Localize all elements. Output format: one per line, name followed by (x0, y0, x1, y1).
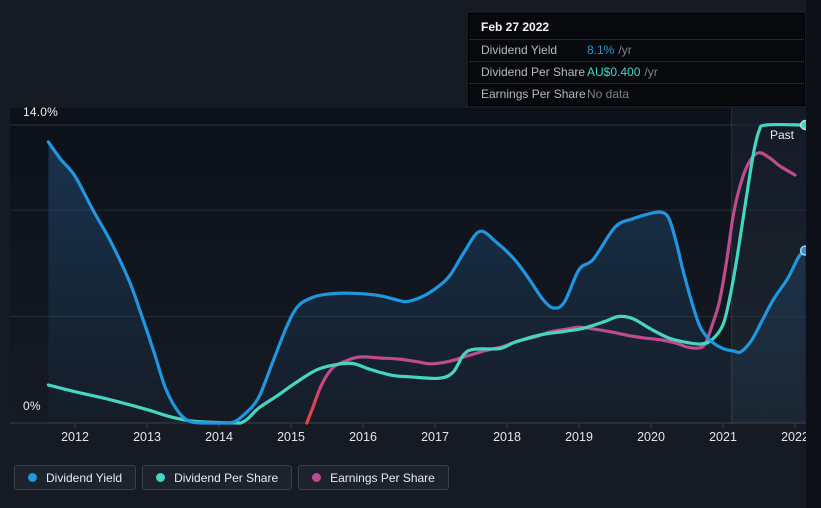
tooltip-label: Dividend Yield (481, 43, 558, 57)
x-axis-label-2012: 2012 (61, 430, 89, 444)
x-axis-label-2015: 2015 (277, 430, 305, 444)
chart-legend: Dividend Yield Dividend Per Share Earnin… (14, 465, 449, 490)
dividend-per-share-line[interactable] (46, 122, 807, 425)
legend-dot-0 (28, 473, 37, 482)
x-axis-label-2018: 2018 (493, 430, 521, 444)
x-axis-label-2014: 2014 (205, 430, 233, 444)
tooltip-row-dividend-yield: Dividend Yield 8.1% /yr (469, 39, 804, 61)
legend-dot-2 (312, 473, 322, 482)
earnings-per-share-line[interactable] (305, 151, 797, 425)
tooltip-value-0: 8.1% (587, 43, 615, 57)
legend-dot-1 (156, 473, 166, 482)
x-axis-label-2021: 2021 (709, 430, 737, 444)
legend-item-dividend-per-share[interactable]: Dividend Per Share (142, 465, 293, 490)
x-axis-label-2016: 2016 (349, 430, 377, 444)
legend-label: Dividend Per Share (174, 470, 279, 485)
legend-item-dividend-yield[interactable]: Dividend Yield (14, 465, 137, 490)
past-region-label: Past (770, 128, 795, 142)
y-axis-zero-label: 0% (23, 399, 41, 413)
dividend-yield-line[interactable] (46, 140, 807, 425)
x-axis-label-2019: 2019 (565, 430, 593, 444)
x-axis-label-2022: 2022 (781, 430, 809, 444)
tooltip-suffix: /yr (618, 43, 632, 57)
x-axis-label-2017: 2017 (421, 430, 449, 444)
tooltip-suffix: /yr (644, 65, 658, 79)
tooltip-date: Feb 27 2022 (481, 20, 550, 34)
legend-item-earnings-per-share[interactable]: Earnings Per Share (298, 465, 449, 490)
right-margin (806, 0, 821, 508)
legend-label: Dividend Yield (46, 470, 123, 485)
legend-label: Earnings Per Share (330, 470, 435, 485)
tooltip-value-2: No data (587, 87, 630, 101)
tooltip-label: Dividend Per Share (481, 65, 586, 79)
y-axis-max-label: 14.0% (23, 105, 59, 119)
tooltip-row-earnings-per-share: Earnings Per Share No data (469, 83, 804, 105)
x-axis-label-2020: 2020 (637, 430, 665, 444)
tooltip-row-dividend-per-share: Dividend Per Share AU$0.400 /yr (469, 61, 804, 83)
tooltip-label: Earnings Per Share (481, 87, 586, 101)
tooltip-value-1: AU$0.400 (587, 65, 641, 79)
chart-tooltip: Feb 27 2022 Dividend Yield 8.1% /yr Divi… (468, 13, 805, 106)
dividend-yield-area-fill (48, 142, 806, 423)
x-axis-label-2013: 2013 (133, 430, 161, 444)
